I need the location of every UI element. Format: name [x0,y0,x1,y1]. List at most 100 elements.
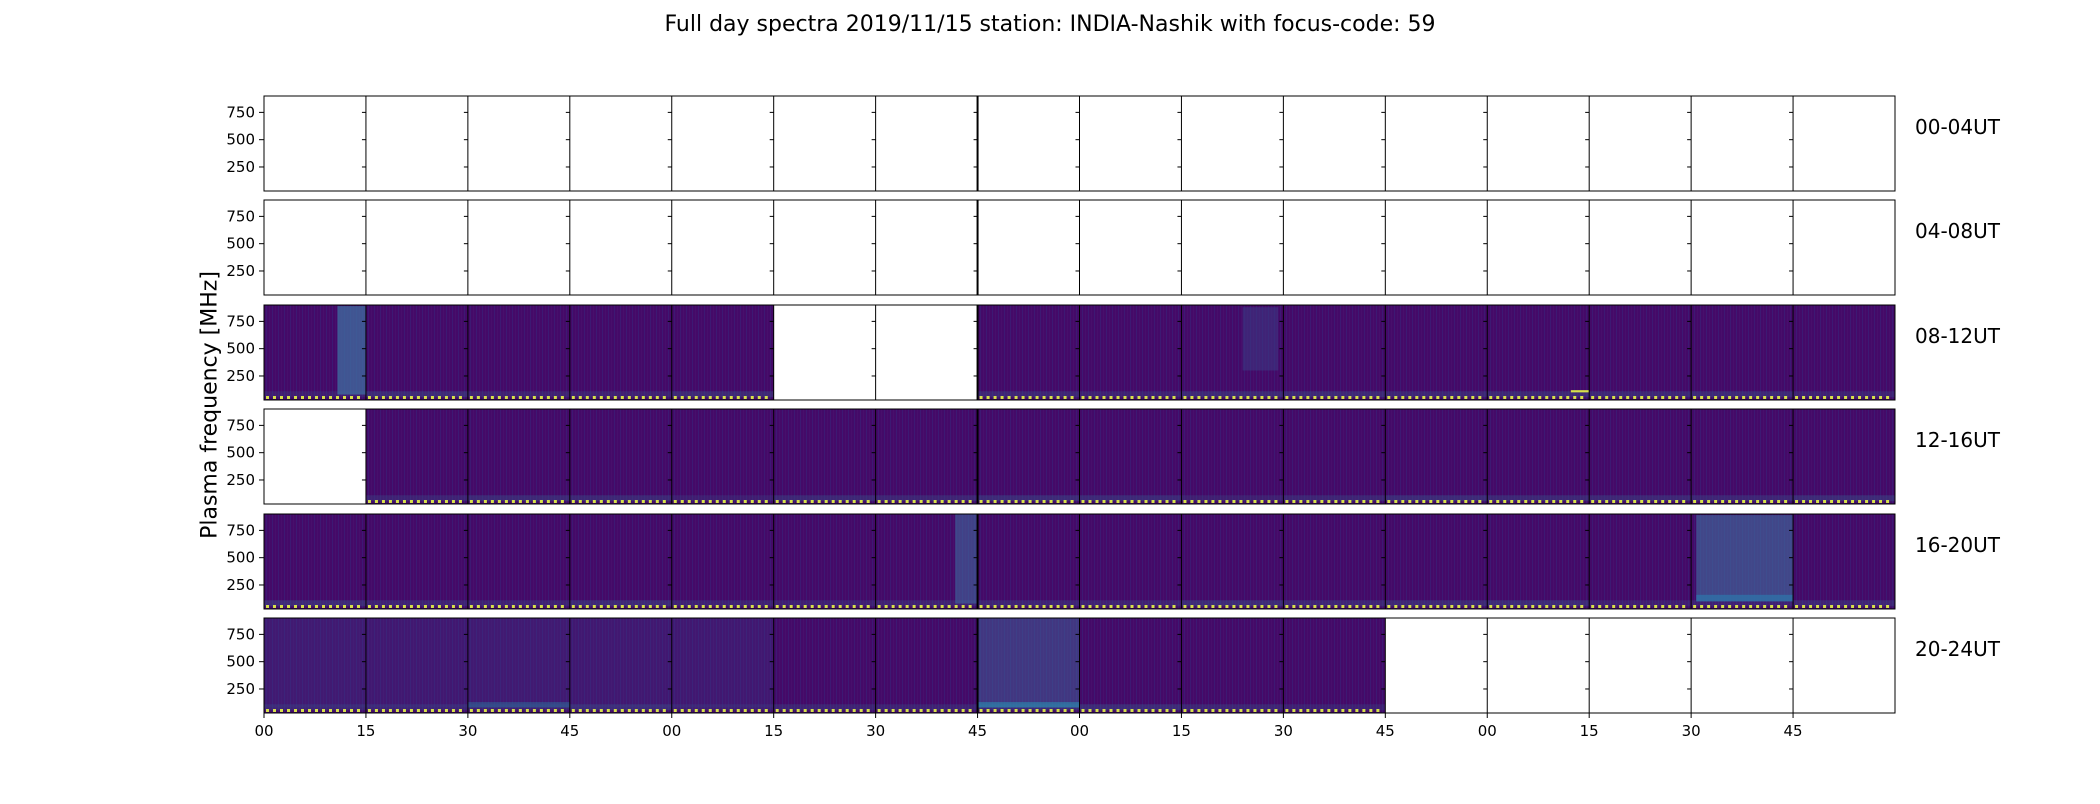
calibration-dot [1591,605,1595,608]
calibration-dot [1362,709,1366,712]
calibration-dot [1633,500,1637,503]
calibration-dot [1204,709,1208,712]
calibration-dot [1158,709,1162,712]
calibration-dot [1369,500,1373,503]
calibration-dot [1422,500,1426,503]
calibration-dot [1401,605,1405,608]
spectrum-background [1181,618,1284,713]
calibration-dot [1714,605,1718,608]
calibration-dot [606,709,610,712]
spectrum-background [467,618,570,713]
calibration-dot [606,396,610,399]
calibration-dot [655,605,659,608]
calibration-dot [329,396,332,399]
calibration-dot [764,500,768,503]
spectrum-panel [1589,618,1692,713]
calibration-dot [694,605,698,608]
calibration-dot [585,396,589,399]
calibration-dot [877,605,881,608]
calibration-dot [322,709,325,712]
spectrum-background [1793,409,1895,504]
x-tick-label: 00 [1478,722,1497,740]
calibration-dot [1531,500,1535,503]
calibration-dot [1035,605,1039,608]
calibration-dot [627,500,631,503]
calibration-dot [469,605,473,608]
calibration-dot [1700,396,1704,399]
spectrum-panel [671,618,774,713]
spectrum-panel [875,305,978,400]
calibration-dot [634,605,638,608]
calibration-dot [750,500,754,503]
calibration-dot [1661,396,1665,399]
calibration-dot [497,500,501,503]
x-tick-label: 30 [866,722,885,740]
calibration-dot [1443,396,1447,399]
calibration-dot [1633,605,1637,608]
spectrum-panel [1079,96,1182,191]
calibration-dot [1021,396,1025,399]
calibration-dot [789,500,793,503]
spectral-feature [337,306,366,395]
calibration-dot [1197,709,1201,712]
calibration-dot [1130,605,1134,608]
calibration-dot [838,709,842,712]
calibration-dot [1559,605,1563,608]
calibration-dot [1429,605,1433,608]
empty-panel [671,200,774,295]
calibration-dot [287,605,290,608]
calibration-dot [648,396,652,399]
calibration-dot [1661,500,1665,503]
calibration-dot [722,709,726,712]
empty-panel [773,305,876,400]
calibration-dot [1612,605,1616,608]
calibration-dot [1531,605,1535,608]
calibration-dot [1232,396,1236,399]
spectrum-panel [1589,96,1692,191]
spectrum-panel [467,514,570,609]
calibration-dot [1021,500,1025,503]
spectrum-background [1589,514,1692,609]
spectral-feature [977,702,1080,708]
spectrum-background [671,305,774,400]
calibration-dot [1225,396,1229,399]
calibration-dot [810,500,814,503]
calibration-dot [444,709,448,712]
calibration-dot [458,709,462,712]
empty-panel [875,305,978,400]
calibration-dot [1756,500,1760,503]
calibration-dot [694,500,698,503]
calibration-dot [1144,396,1148,399]
low-frequency-band [773,495,876,502]
calibration-dot [641,709,645,712]
calibration-dot [592,709,596,712]
calibration-dot [1190,500,1194,503]
calibration-dot [1647,605,1651,608]
calibration-dot [1137,709,1141,712]
spectrum-background [569,409,672,504]
calibration-dot [1605,500,1609,503]
spectrum-background [1487,514,1590,609]
calibration-dot [511,500,515,503]
calibration-dot [919,500,923,503]
calibration-dot [1334,500,1338,503]
calibration-dot [1408,396,1412,399]
calibration-dot [1605,605,1609,608]
calibration-dot [1763,500,1767,503]
calibration-dot [775,709,779,712]
spectrum-background [1181,514,1284,609]
calibration-dot [1320,396,1324,399]
calibration-dot [430,500,434,503]
calibration-dot [1707,500,1711,503]
spectrum-panel [1487,96,1590,191]
calibration-dot [1770,396,1774,399]
calibration-dot [620,396,624,399]
calibration-dot [1823,605,1827,608]
calibration-dot [1299,709,1303,712]
calibration-dot [395,605,399,608]
calibration-dot [961,709,965,712]
calibration-dot [824,605,828,608]
calibration-dot [1274,605,1278,608]
y-tick-label: 500 [226,549,255,567]
